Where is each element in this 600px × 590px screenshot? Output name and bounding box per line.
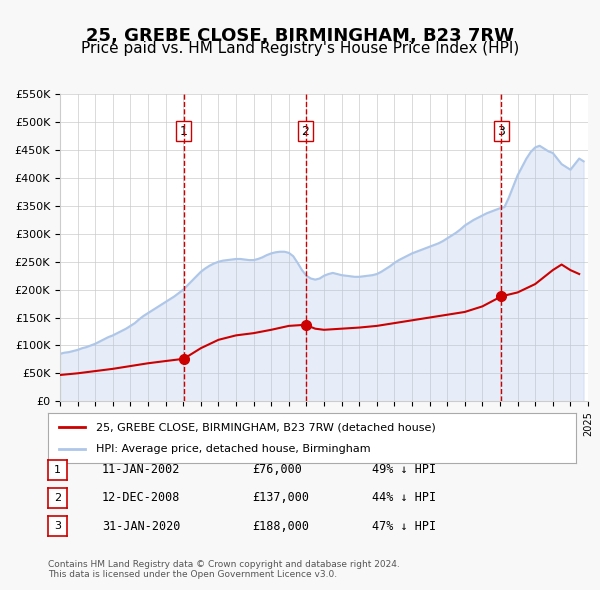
Text: £137,000: £137,000 <box>252 491 309 504</box>
Text: 2: 2 <box>54 493 61 503</box>
Text: 31-JAN-2020: 31-JAN-2020 <box>102 520 181 533</box>
Text: Price paid vs. HM Land Registry's House Price Index (HPI): Price paid vs. HM Land Registry's House … <box>81 41 519 56</box>
Text: 47% ↓ HPI: 47% ↓ HPI <box>372 520 436 533</box>
Text: HPI: Average price, detached house, Birmingham: HPI: Average price, detached house, Birm… <box>95 444 370 454</box>
Text: 3: 3 <box>54 522 61 531</box>
Text: 1: 1 <box>54 465 61 474</box>
Text: 49% ↓ HPI: 49% ↓ HPI <box>372 463 436 476</box>
Text: 11-JAN-2002: 11-JAN-2002 <box>102 463 181 476</box>
Text: 2: 2 <box>302 124 310 137</box>
Text: 44% ↓ HPI: 44% ↓ HPI <box>372 491 436 504</box>
Text: 3: 3 <box>497 124 505 137</box>
Text: £188,000: £188,000 <box>252 520 309 533</box>
Text: 25, GREBE CLOSE, BIRMINGHAM, B23 7RW (detached house): 25, GREBE CLOSE, BIRMINGHAM, B23 7RW (de… <box>95 422 435 432</box>
Text: £76,000: £76,000 <box>252 463 302 476</box>
Text: Contains HM Land Registry data © Crown copyright and database right 2024.
This d: Contains HM Land Registry data © Crown c… <box>48 560 400 579</box>
Text: 12-DEC-2008: 12-DEC-2008 <box>102 491 181 504</box>
Text: 25, GREBE CLOSE, BIRMINGHAM, B23 7RW: 25, GREBE CLOSE, BIRMINGHAM, B23 7RW <box>86 27 514 45</box>
Text: 1: 1 <box>180 124 188 137</box>
